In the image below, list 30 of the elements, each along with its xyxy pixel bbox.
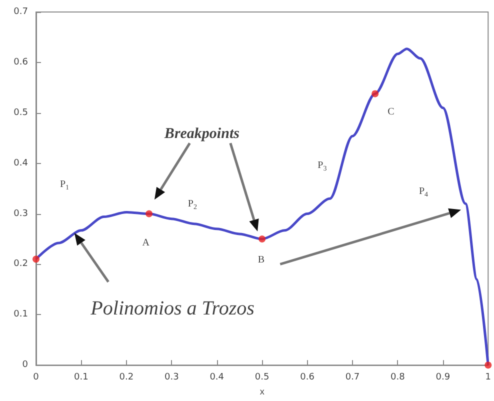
annotation: Breakpoints [163,126,240,142]
x-tick-label: 1 [485,372,492,383]
point [372,90,379,98]
point [484,362,492,369]
x-tick-label: 0.5 [254,372,270,383]
x-tick-label: 0.2 [119,372,134,383]
annotation: B [258,254,265,266]
y-tick-label: 0.2 [14,259,28,270]
point [32,256,40,263]
x-tick-label: 0.1 [74,372,88,383]
x-tick-label: 0.4 [210,372,224,383]
y-tick-label: 0.5 [14,108,28,118]
annotation: Polinomios a Trozos [90,298,255,320]
y-tick-label: 0.4 [14,158,28,168]
y-tick-label: 0.3 [14,208,28,219]
x-tick-label: 0.8 [390,372,406,383]
y-tick-label: 0 [22,360,28,370]
point [258,235,266,242]
x-tick-label: 0.9 [436,372,450,383]
x-tick-label: 0.3 [164,372,179,383]
y-tick-label: 0.6 [14,57,28,68]
point [146,210,153,218]
x-tick-label: 0 [33,372,40,383]
x-tick-label: 0.7 [345,372,360,383]
annotation: A [142,238,150,249]
y-tick-label: 0.7 [14,7,28,17]
x-tick-label: 0.6 [300,372,315,383]
x-axis-title: x [260,386,265,396]
annotation: C [388,106,395,118]
y-tick-label: 0.1 [14,310,28,320]
